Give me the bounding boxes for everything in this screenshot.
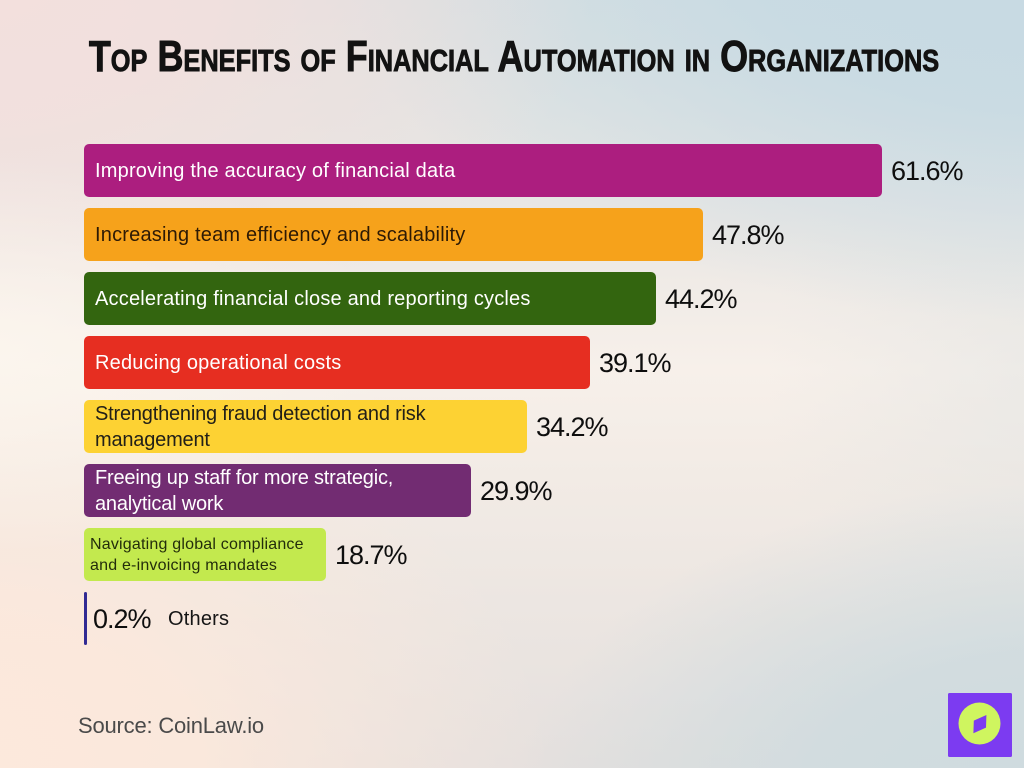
bar-value-label: 44.2% <box>665 284 738 314</box>
bar-category-label-outside: Others <box>168 608 230 630</box>
bar-value-label: 0.2% <box>93 604 152 634</box>
compass-icon <box>948 693 1012 757</box>
bar-category-label: Reducing operational costs <box>95 351 342 374</box>
bar: Strengthening fraud detection and risk ma… <box>84 400 527 453</box>
bar-category-label: Navigating global compliance and e-invoic… <box>90 535 304 574</box>
bar-row: Increasing team efficiency and scalabili… <box>84 208 1024 261</box>
bar-value-label: 18.7% <box>335 540 408 570</box>
bar-category-label: Increasing team efficiency and scalabili… <box>95 223 466 246</box>
bar-value-label: 47.8% <box>712 220 785 250</box>
coinlaw-logo <box>948 693 1012 757</box>
bar <box>84 592 87 645</box>
bar-category-label: Strengthening fraud detection and risk ma… <box>95 402 426 451</box>
bar: Improving the accuracy of financial data <box>84 144 882 197</box>
bar: Reducing operational costs <box>84 336 590 389</box>
bar-row: Reducing operational costs 39.1% <box>84 336 1024 389</box>
bar: Navigating global compliance and e-invoic… <box>84 528 326 581</box>
bar-category-label: Accelerating financial close and reporti… <box>95 287 531 310</box>
bar: Accelerating financial close and reporti… <box>84 272 656 325</box>
bar-value-label: 29.9% <box>480 476 553 506</box>
chart-title: Top Benefits of Financial Automation in … <box>88 32 940 81</box>
bar-category-label: Freeing up staff for more strategic, anal… <box>95 466 394 515</box>
bar-row: Accelerating financial close and reporti… <box>84 272 1024 325</box>
bar-row: Navigating global compliance and e-invoic… <box>84 528 1024 581</box>
bar-category-label: Improving the accuracy of financial data <box>95 159 456 182</box>
bar: Increasing team efficiency and scalabili… <box>84 208 703 261</box>
bar-row: Strengthening fraud detection and risk ma… <box>84 400 1024 453</box>
bar-value-label: 61.6% <box>891 156 964 186</box>
bar: Freeing up staff for more strategic, anal… <box>84 464 471 517</box>
bar-row: Improving the accuracy of financial data… <box>84 144 1024 197</box>
bar-value-label: 34.2% <box>536 412 609 442</box>
bar-value-label: 39.1% <box>599 348 672 378</box>
bar-row: Freeing up staff for more strategic, anal… <box>84 464 1024 517</box>
bar-row: 0.2% Others <box>84 592 1024 645</box>
source-credit: Source: CoinLaw.io <box>78 713 264 738</box>
